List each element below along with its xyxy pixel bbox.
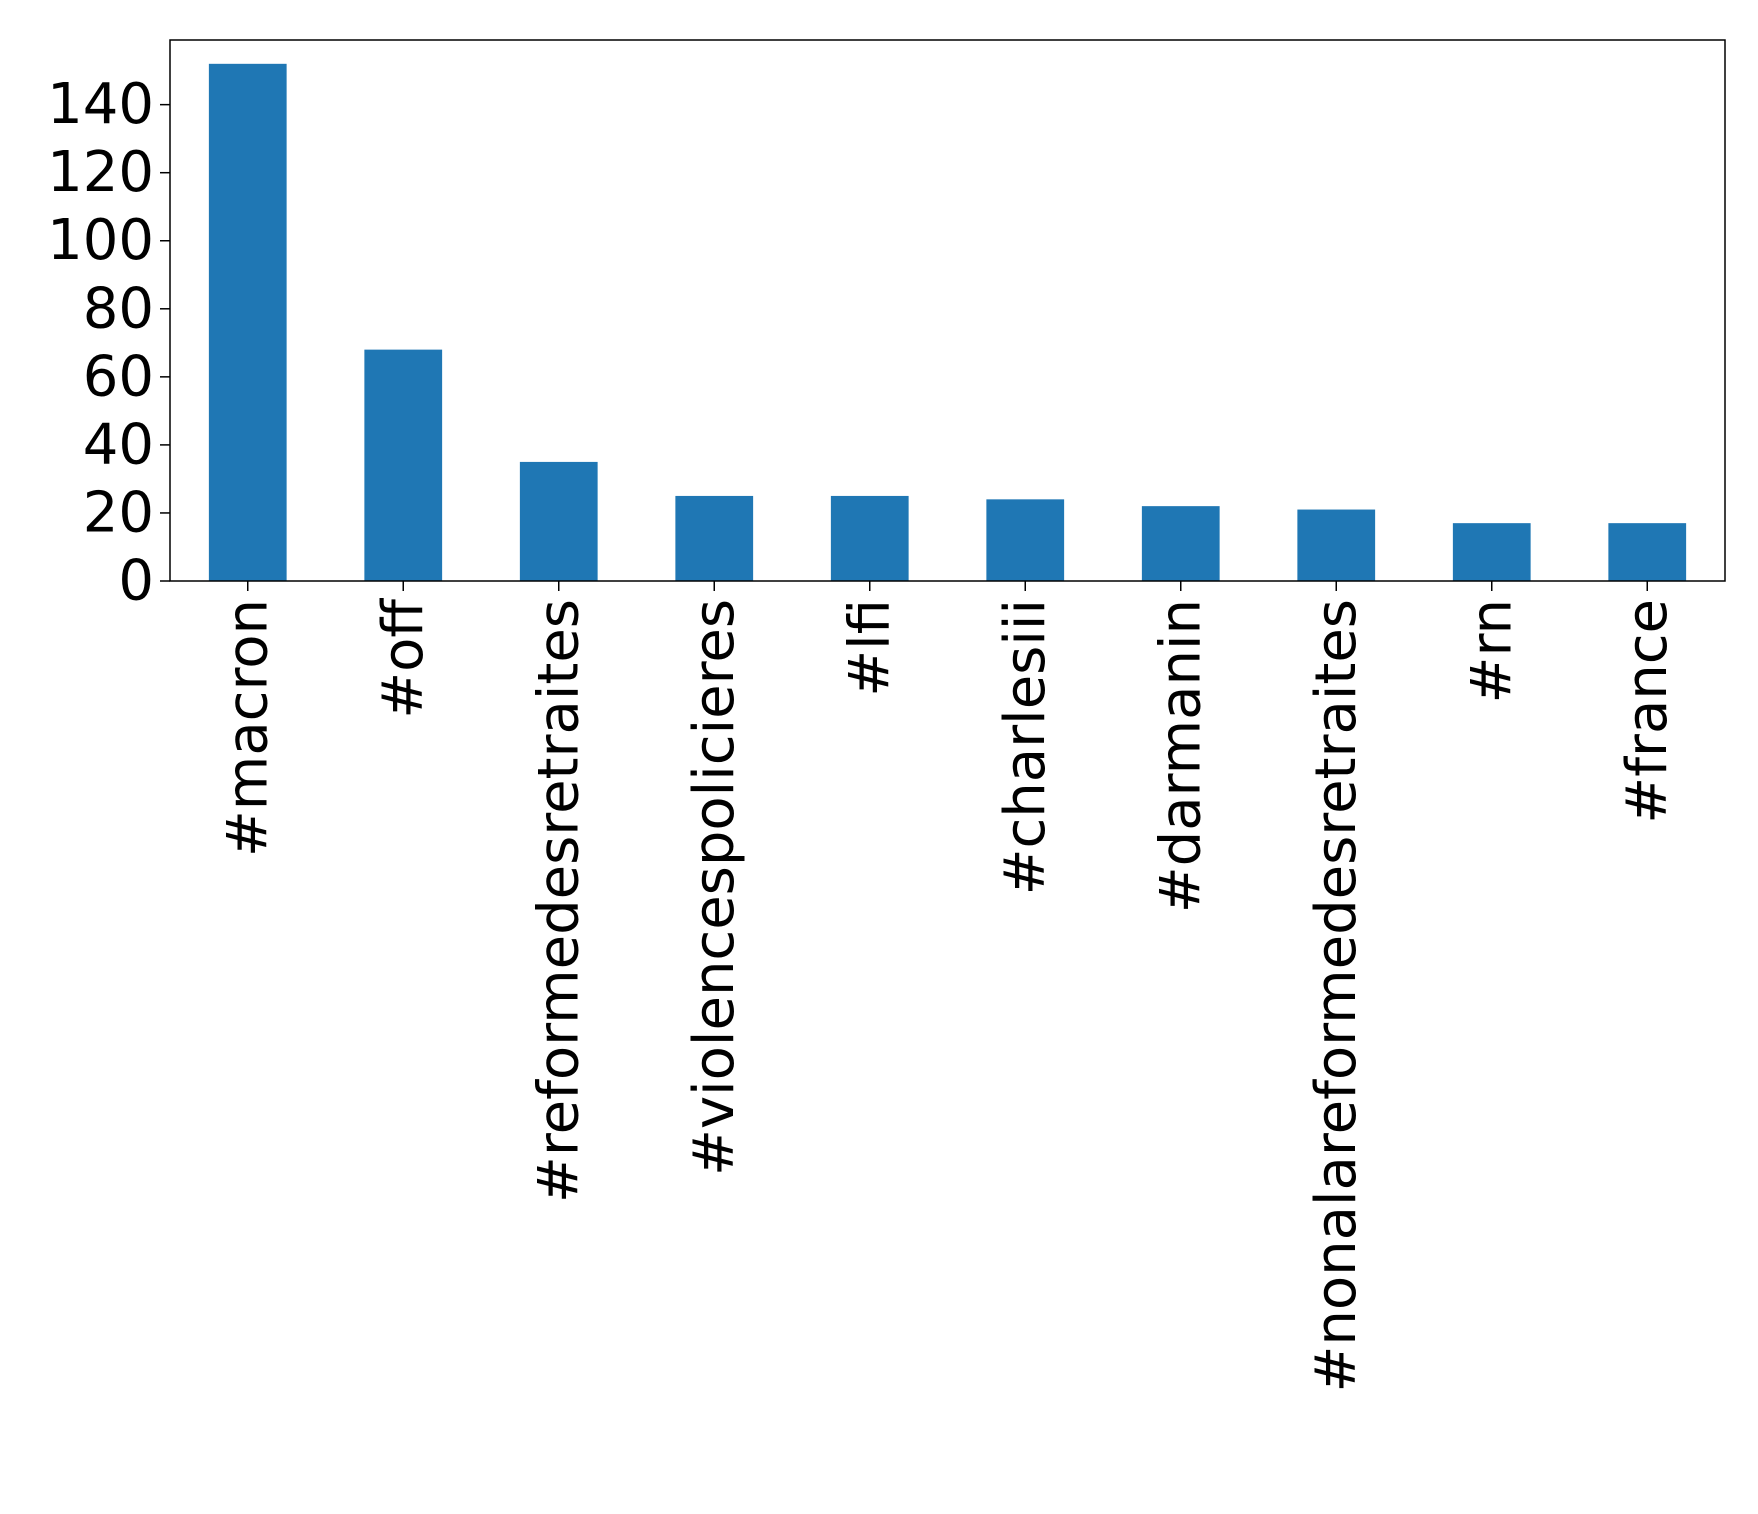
bar-2 — [519, 461, 598, 581]
bar-4 — [830, 495, 909, 581]
x-axis: #macron #off #reformedesretraites #violence… — [215, 581, 1680, 1393]
x-tick-label-5: #charlesiii — [993, 599, 1058, 895]
bar-5 — [986, 499, 1065, 581]
x-tick-label-8: #rn — [1459, 599, 1524, 703]
x-tick-label-7: #nonalareformedesretraites — [1304, 599, 1369, 1393]
y-tick-label-1: 20 — [83, 480, 154, 545]
bar-3 — [675, 495, 754, 581]
x-tick-label-9: #france — [1615, 599, 1680, 824]
bar-9 — [1608, 523, 1687, 581]
x-tick-label-1: #off — [371, 598, 436, 719]
bar-0 — [208, 63, 287, 581]
x-tick-label-6: #darmanin — [1148, 599, 1213, 913]
bar-6 — [1141, 506, 1220, 581]
y-tick-label-5: 100 — [47, 208, 154, 273]
y-tick-label-4: 80 — [83, 276, 154, 341]
plot-frame — [169, 39, 1726, 582]
bar-1 — [364, 349, 443, 581]
bar-7 — [1297, 509, 1376, 581]
bar-8 — [1452, 523, 1531, 581]
x-tick-label-0: #macron — [215, 599, 280, 857]
x-tick-label-2: #reformedesretraites — [526, 599, 591, 1203]
bars-layer — [208, 63, 1687, 581]
y-tick-label-7: 140 — [47, 72, 154, 137]
x-tick-label-4: #lfi — [837, 599, 902, 697]
y-tick-label-6: 120 — [47, 140, 154, 205]
y-tick-label-3: 60 — [83, 344, 154, 409]
y-tick-label-0: 0 — [118, 549, 154, 614]
x-tick-label-3: #violencespolicieres — [682, 599, 747, 1176]
y-tick-label-2: 40 — [83, 412, 154, 477]
